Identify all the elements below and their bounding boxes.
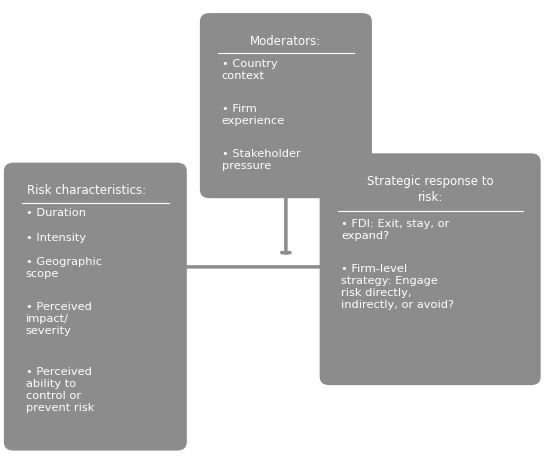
FancyBboxPatch shape (320, 153, 541, 385)
Text: • Intensity: • Intensity (26, 233, 86, 243)
Text: • Duration: • Duration (26, 209, 86, 219)
Text: • Firm
experience: • Firm experience (222, 104, 285, 126)
Text: • FDI: Exit, stay, or
expand?: • FDI: Exit, stay, or expand? (342, 219, 450, 241)
Text: • Perceived
ability to
control or
prevent risk: • Perceived ability to control or preven… (26, 368, 94, 413)
Text: Moderators:: Moderators: (250, 35, 322, 48)
FancyBboxPatch shape (4, 163, 187, 451)
Text: Risk characteristics:: Risk characteristics: (28, 184, 146, 197)
Text: • Geographic
scope: • Geographic scope (26, 257, 102, 279)
Text: • Stakeholder
pressure: • Stakeholder pressure (222, 149, 300, 171)
Text: Strategic response to
risk:: Strategic response to risk: (367, 175, 493, 204)
Text: • Firm-level
strategy: Engage
risk directly,
indirectly, or avoid?: • Firm-level strategy: Engage risk direc… (342, 263, 454, 310)
Text: • Country
context: • Country context (222, 59, 277, 81)
FancyBboxPatch shape (200, 13, 372, 198)
Text: • Perceived
impact/
severity: • Perceived impact/ severity (26, 302, 91, 336)
